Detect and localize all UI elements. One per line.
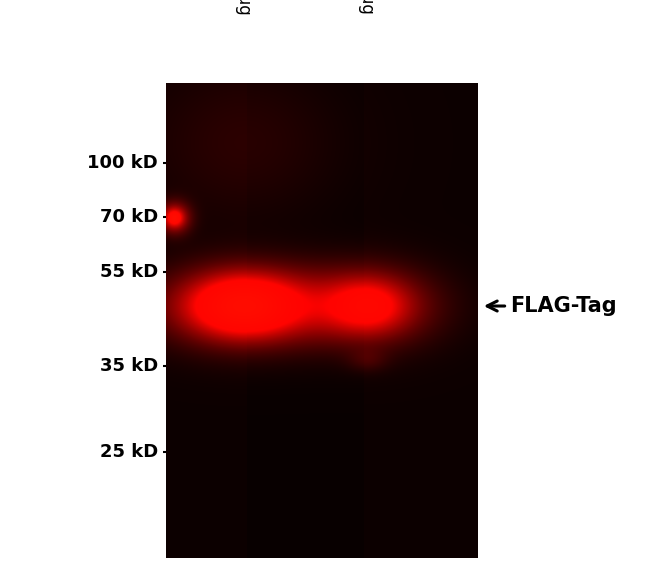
Text: 4 ug: 4 ug <box>235 0 253 14</box>
Text: 100 kD: 100 kD <box>87 154 158 172</box>
Text: 70 kD: 70 kD <box>99 208 158 227</box>
Text: 55 kD: 55 kD <box>99 263 158 281</box>
Text: 2 ug: 2 ug <box>358 0 376 14</box>
Text: FLAG-Tag: FLAG-Tag <box>488 296 617 316</box>
Text: 35 kD: 35 kD <box>99 357 158 375</box>
Text: 25 kD: 25 kD <box>99 443 158 461</box>
